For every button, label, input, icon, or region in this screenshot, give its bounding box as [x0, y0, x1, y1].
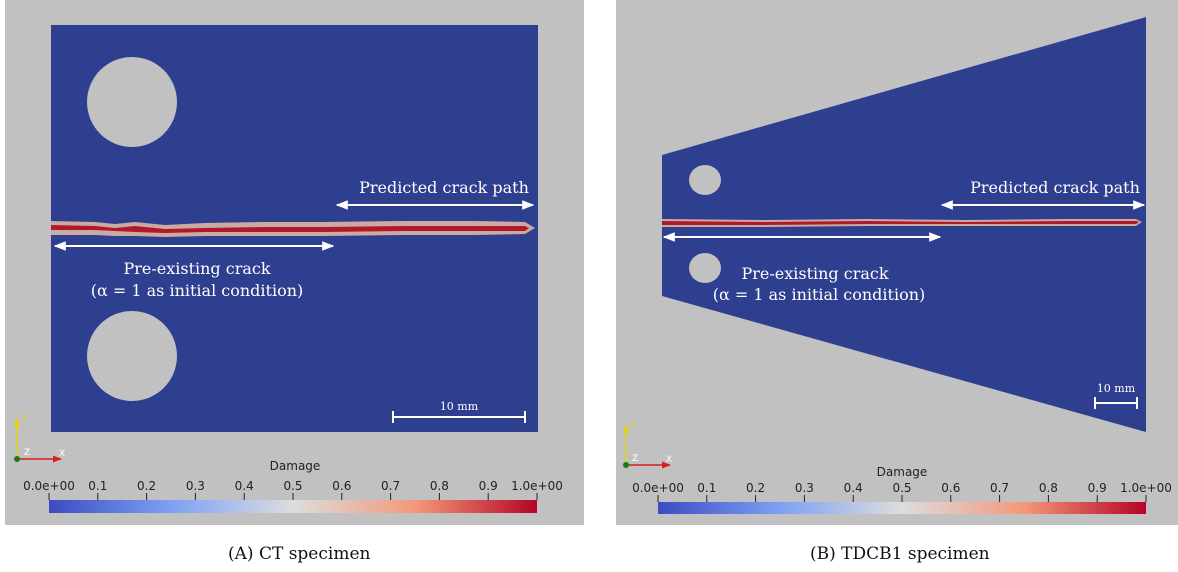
ct-axis-z-label: Z [24, 448, 30, 458]
ct-axis-y-label: Y [21, 414, 28, 424]
ct-colorbar [49, 500, 537, 513]
ct-colorbar-tick-label: 1.0e+00 [511, 479, 563, 493]
tdcb1-colorbar-tick-label: 0.8 [1039, 481, 1058, 495]
caption-ct-letter: (A) [228, 544, 254, 564]
ct-colorbar-title: Damage [270, 459, 321, 473]
ct-colorbar-tick-label: 0.2 [137, 479, 156, 493]
tdcb1-upper-hole [689, 165, 721, 195]
tdcb1-colorbar-tick-label: 0.1 [697, 481, 716, 495]
tdcb1-render: Predicted crack path Pre-existing crack … [622, 17, 1172, 514]
tdcb1-colorbar-ticks: 0.0e+00 0.1 0.2 0.3 0.4 0.5 0.6 0.7 0.8 0.9 1.0e+0… [632, 481, 1172, 502]
tdcb1-scale-label: 10 mm [1097, 382, 1136, 395]
caption-tdcb1-letter: (B) [810, 544, 836, 564]
ct-preexisting-condition: (α = 1 as initial condition) [91, 281, 304, 300]
ct-colorbar-tick-label: 0.8 [430, 479, 449, 493]
ct-predicted-label: Predicted crack path [359, 178, 529, 197]
ct-colorbar-tick-label: 0.9 [479, 479, 498, 493]
tdcb1-crack-core [662, 221, 1139, 225]
tdcb1-preexisting-condition: (α = 1 as initial condition) [713, 285, 926, 304]
tdcb1-axis-x-label: X [666, 455, 672, 465]
panel-tdcb1: Predicted crack path Pre-existing crack … [616, 0, 1178, 525]
tdcb1-colorbar-tick-label: 0.2 [746, 481, 765, 495]
tdcb1-colorbar-title: Damage [877, 465, 928, 479]
tdcb1-colorbar-tick-label: 0.5 [892, 481, 911, 495]
tdcb1-colorbar-tick-label: 0.0e+00 [632, 481, 684, 495]
ct-colorbar-tick-label: 0.3 [186, 479, 205, 493]
tdcb1-preexisting-label: Pre-existing crack [741, 264, 888, 283]
panel-ct: Predicted crack path Pre-existing crack … [5, 0, 584, 525]
ct-axis-origin [14, 456, 20, 462]
caption-tdcb1-text: TDCB1 specimen [841, 544, 990, 564]
tdcb1-colorbar-tick-label: 1.0e+00 [1120, 481, 1172, 495]
ct-lower-hole [87, 311, 177, 401]
ct-render: Predicted crack path Pre-existing crack … [13, 25, 563, 513]
ct-colorbar-ticks: 0.0e+00 0.1 0.2 0.3 0.4 0.5 0.6 0.7 0.8 0.9 1.0e+0… [23, 479, 563, 500]
caption-ct-text: CT specimen [258, 544, 371, 564]
tdcb1-colorbar-tick-label: 0.6 [941, 481, 960, 495]
ct-axis-x-label: X [59, 449, 65, 459]
ct-upper-hole [87, 57, 177, 147]
ct-preexisting-label: Pre-existing crack [123, 259, 270, 278]
tdcb1-colorbar-tick-label: 0.9 [1088, 481, 1107, 495]
tdcb1-axis-origin [623, 462, 629, 468]
ct-colorbar-tick-label: 0.1 [88, 479, 107, 493]
tdcb1-predicted-label: Predicted crack path [970, 178, 1140, 197]
caption-tdcb1: (B) TDCB1 specimen [810, 544, 990, 564]
tdcb1-colorbar-tick-label: 0.7 [990, 481, 1009, 495]
caption-ct: (A) CT specimen [228, 544, 370, 564]
ct-colorbar-tick-label: 0.6 [332, 479, 351, 493]
ct-scale-label: 10 mm [440, 400, 479, 413]
tdcb1-axis-z-label: Z [632, 454, 638, 464]
tdcb1-colorbar-tick-label: 0.4 [844, 481, 863, 495]
tdcb1-lower-hole [689, 253, 721, 283]
ct-colorbar-tick-label: 0.7 [381, 479, 400, 493]
ct-colorbar-tick-label: 0.4 [235, 479, 254, 493]
tdcb1-colorbar-tick-label: 0.3 [795, 481, 814, 495]
ct-colorbar-tick-label: 0.5 [283, 479, 302, 493]
tdcb1-axis-y-label: Y [630, 420, 637, 430]
ct-crack-core [51, 225, 529, 233]
ct-colorbar-tick-label: 0.0e+00 [23, 479, 75, 493]
tdcb1-colorbar [658, 502, 1146, 514]
